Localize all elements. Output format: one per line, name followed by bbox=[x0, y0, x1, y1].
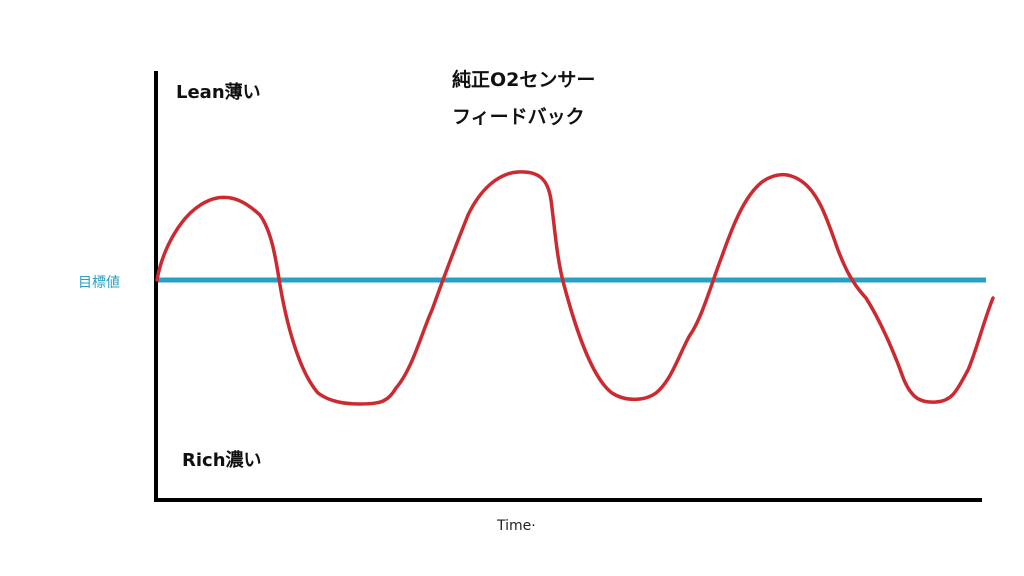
target-value-label: 目標値 bbox=[78, 275, 120, 291]
lean-label: Lean薄い bbox=[176, 82, 261, 103]
x-axis-label: Time· bbox=[497, 518, 536, 534]
title-line-2: フィードバック bbox=[452, 106, 585, 128]
rich-label: Rich濃い bbox=[182, 450, 262, 471]
feedback-wave bbox=[155, 170, 995, 406]
title-line-1: 純正O2センサー bbox=[452, 69, 596, 91]
